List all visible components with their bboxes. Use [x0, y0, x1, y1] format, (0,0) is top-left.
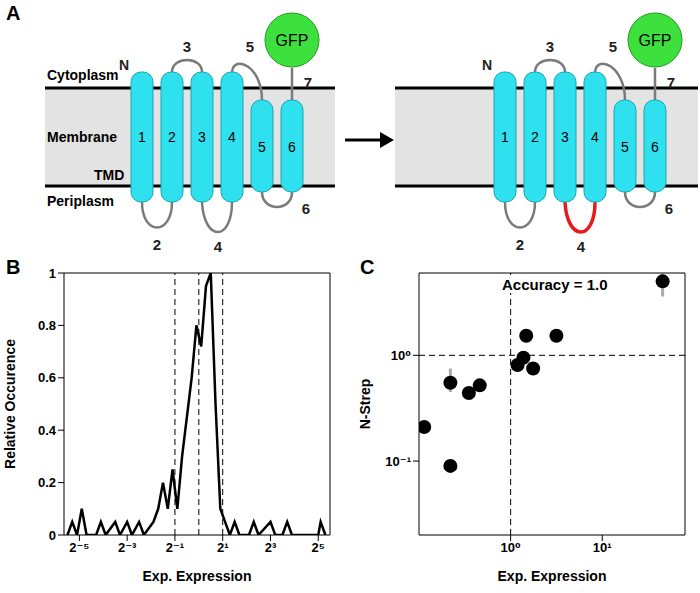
svg-text:7: 7 — [667, 74, 675, 91]
svg-text:2⁻⁵: 2⁻⁵ — [69, 540, 89, 555]
svg-text:3: 3 — [561, 129, 569, 145]
svg-text:Exp. Expression: Exp. Expression — [143, 568, 252, 584]
svg-text:2: 2 — [531, 129, 539, 145]
svg-text:4: 4 — [591, 129, 599, 145]
svg-text:2: 2 — [168, 129, 176, 145]
svg-text:2⁵: 2⁵ — [312, 540, 325, 555]
svg-text:5: 5 — [258, 139, 266, 155]
svg-text:4: 4 — [577, 238, 586, 255]
svg-text:6: 6 — [651, 139, 659, 155]
svg-text:N: N — [482, 57, 492, 73]
svg-text:5: 5 — [246, 38, 254, 55]
svg-text:10⁰: 10⁰ — [501, 540, 521, 555]
html-text:C: C — [360, 256, 375, 278]
svg-text:10⁰: 10⁰ — [391, 348, 411, 363]
svg-text:2³: 2³ — [265, 540, 277, 555]
svg-text:10¹: 10¹ — [593, 540, 612, 555]
svg-text:0.4: 0.4 — [38, 423, 57, 438]
svg-text:5: 5 — [609, 38, 617, 55]
svg-text:1: 1 — [138, 129, 146, 145]
svg-text:N: N — [119, 57, 129, 73]
html-text:B: B — [6, 256, 21, 278]
svg-text:6: 6 — [302, 200, 310, 217]
svg-text:Cytoplasm: Cytoplasm — [47, 67, 119, 83]
svg-text:3: 3 — [546, 38, 554, 55]
svg-text:2¹: 2¹ — [217, 540, 229, 555]
svg-text:0.2: 0.2 — [38, 475, 56, 490]
svg-text:2: 2 — [153, 236, 161, 253]
svg-text:Relative Occurence: Relative Occurence — [2, 339, 18, 469]
svg-text:1: 1 — [501, 129, 509, 145]
svg-text:2⁻³: 2⁻³ — [118, 540, 137, 555]
svg-text:3: 3 — [183, 38, 191, 55]
svg-text:10⁻¹: 10⁻¹ — [385, 454, 411, 469]
svg-text:TMD: TMD — [94, 167, 124, 183]
svg-text:Exp. Expression: Exp. Expression — [498, 568, 607, 584]
svg-text:7: 7 — [304, 74, 312, 91]
svg-text:4: 4 — [228, 129, 236, 145]
svg-text:2⁻¹: 2⁻¹ — [166, 540, 184, 555]
svg-text:N-Strep: N-Strep — [357, 379, 373, 430]
svg-text:4: 4 — [214, 238, 223, 255]
html-text:Accuracy = 1.0: Accuracy = 1.0 — [502, 276, 608, 293]
svg-text:Membrane: Membrane — [47, 129, 117, 145]
svg-text:Periplasm: Periplasm — [47, 193, 114, 209]
svg-text:0.8: 0.8 — [38, 318, 56, 333]
svg-text:6: 6 — [665, 200, 673, 217]
svg-text:2: 2 — [516, 236, 524, 253]
svg-text:5: 5 — [621, 139, 629, 155]
svg-text:0.6: 0.6 — [38, 370, 56, 385]
svg-text:6: 6 — [288, 139, 296, 155]
html-text:A: A — [6, 2, 21, 24]
svg-text:0: 0 — [49, 528, 56, 543]
svg-text:3: 3 — [198, 129, 206, 145]
svg-text:1: 1 — [49, 266, 56, 281]
svg-text:GFP: GFP — [639, 32, 672, 49]
svg-text:GFP: GFP — [276, 32, 309, 49]
